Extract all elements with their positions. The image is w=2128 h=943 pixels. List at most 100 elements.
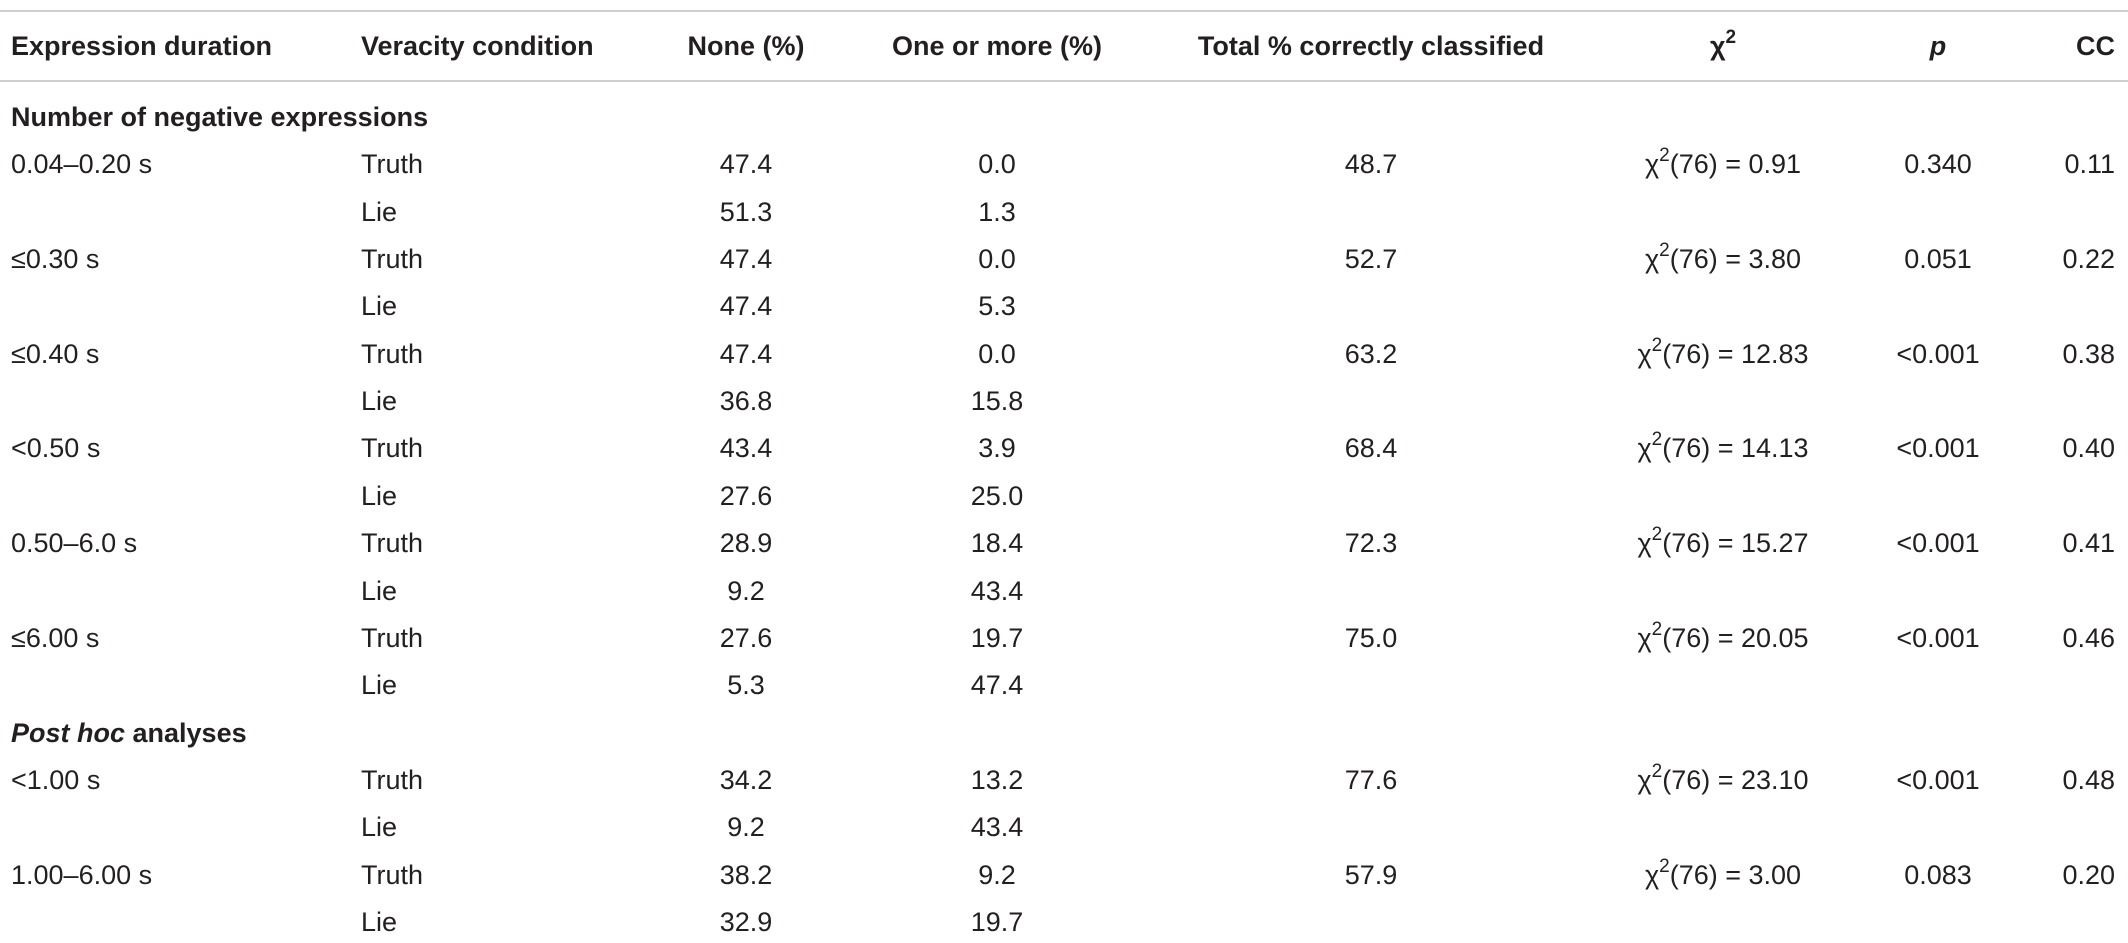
total-correct: 77.6 [1344,764,1398,795]
chi-square: χ2(76) = 20.05 [1637,620,1808,655]
one-or-more-percent: 13.2 [970,764,1024,795]
cc-value: 0.48 [2062,764,2115,795]
duration: 0.50–6.0 s [11,528,138,559]
none-percent: 9.2 [727,812,765,843]
chi-text: (76) = 23.10 [1662,764,1809,795]
chi-superscript: 2 [1659,240,1670,262]
total-correct: 75.0 [1344,622,1398,653]
p-value: 0.340 [1904,149,1972,180]
section-title-text: analyses [125,717,247,748]
chi-text: (76) = 12.83 [1662,338,1809,369]
chi-square: χ2(76) = 3.80 [1645,240,1802,276]
veracity: Lie [361,670,398,701]
none-percent: 27.6 [719,622,773,653]
total-correct: 68.4 [1344,433,1398,464]
chi-symbol: χ [1644,859,1660,890]
duration: <0.50 s [11,433,101,464]
chi-square: χ2(76) = 14.13 [1637,429,1808,465]
one-or-more-percent: 0.0 [978,244,1016,275]
veracity: Truth [361,859,424,890]
chi-symbol: χ [1637,764,1652,795]
none-percent: 28.9 [719,528,773,559]
chi-square: χ2(76) = 15.27 [1637,524,1808,560]
cc-value: 0.38 [2062,338,2115,369]
one-or-more-percent: 19.7 [970,906,1024,937]
chi-text: (76) = 0.91 [1669,149,1802,180]
total-correct: 72.3 [1344,528,1398,559]
none-percent: 43.4 [719,433,773,464]
one-or-more-percent: 15.8 [970,386,1024,417]
section-title-text: Number of negative expressions [11,102,429,132]
chi-square: χ2(76) = 23.10 [1637,760,1809,797]
p-value: <0.001 [1896,528,1980,559]
one-or-more-percent: 25.0 [970,480,1024,511]
chi-superscript: 2 [1725,27,1737,48]
veracity: Lie [361,575,398,606]
chi-symbol: χ [1709,31,1726,61]
veracity: Truth [361,433,424,464]
chi-superscript: 2 [1651,429,1663,451]
cc-value: 0.40 [2062,433,2115,464]
cc-value: 0.20 [2062,859,2115,890]
one-or-more-percent: 0.0 [978,149,1016,180]
none-percent: 34.2 [719,764,773,795]
veracity: Truth [361,338,424,369]
one-or-more-percent: 9.2 [978,859,1016,890]
chi-text: (76) = 3.80 [1669,244,1802,275]
column-header: p [1929,31,1947,61]
total-correct: 52.7 [1344,244,1398,275]
section-title: Post hoc analyses [11,716,247,750]
none-percent: 47.4 [719,338,773,369]
p-value: <0.001 [1896,433,1980,464]
duration: ≤6.00 s [11,622,100,653]
chi-superscript: 2 [1651,334,1663,356]
chi-superscript: 2 [1659,145,1670,167]
one-or-more-percent: 1.3 [978,196,1016,227]
duration: 0.04–0.20 s [11,149,153,180]
chi-square: χ2(76) = 12.83 [1637,334,1809,371]
column-header: CC [2076,31,2115,61]
one-or-more-percent: 19.7 [970,622,1024,653]
one-or-more-percent: 0.0 [978,338,1016,369]
none-percent: 9.2 [727,575,765,606]
chi-symbol: χ [1637,433,1652,464]
cc-value: 0.41 [2062,528,2115,559]
p-value: <0.001 [1896,764,1980,795]
header-rule [0,80,2128,82]
cc-value: 0.46 [2062,622,2115,653]
duration: ≤0.40 s [11,338,100,369]
none-percent: 47.4 [719,244,773,275]
p-value: <0.001 [1896,622,1980,653]
column-header: χ2 [1709,27,1737,63]
none-percent: 27.6 [719,480,773,511]
one-or-more-percent: 18.4 [970,528,1024,559]
p-value: 0.083 [1904,859,1972,890]
one-or-more-percent: 3.9 [978,433,1016,464]
none-percent: 51.3 [719,196,773,227]
veracity: Lie [361,906,398,937]
veracity: Truth [361,244,424,275]
duration: 1.00–6.00 s [11,859,153,890]
veracity: Truth [361,622,424,653]
total-correct: 48.7 [1344,149,1398,180]
chi-superscript: 2 [1651,760,1663,782]
cc-value: 0.22 [2062,244,2115,275]
one-or-more-percent: 47.4 [970,670,1024,701]
column-header: Expression duration [11,31,273,61]
column-header: None (%) [687,31,805,61]
chi-symbol: χ [1637,338,1652,369]
veracity: Truth [361,764,424,795]
chi-superscript: 2 [1659,855,1670,877]
column-header: Veracity condition [361,31,594,61]
one-or-more-percent: 43.4 [970,575,1024,606]
none-percent: 38.2 [719,859,773,890]
veracity: Lie [361,812,398,843]
chi-text: (76) = 3.00 [1669,859,1802,890]
p-value: 0.051 [1904,244,1972,275]
duration: <1.00 s [11,764,101,795]
section-title: Number of negative expressions [11,100,428,134]
chi-superscript: 2 [1651,524,1663,546]
p-value: <0.001 [1896,338,1980,369]
veracity: Lie [361,291,398,322]
